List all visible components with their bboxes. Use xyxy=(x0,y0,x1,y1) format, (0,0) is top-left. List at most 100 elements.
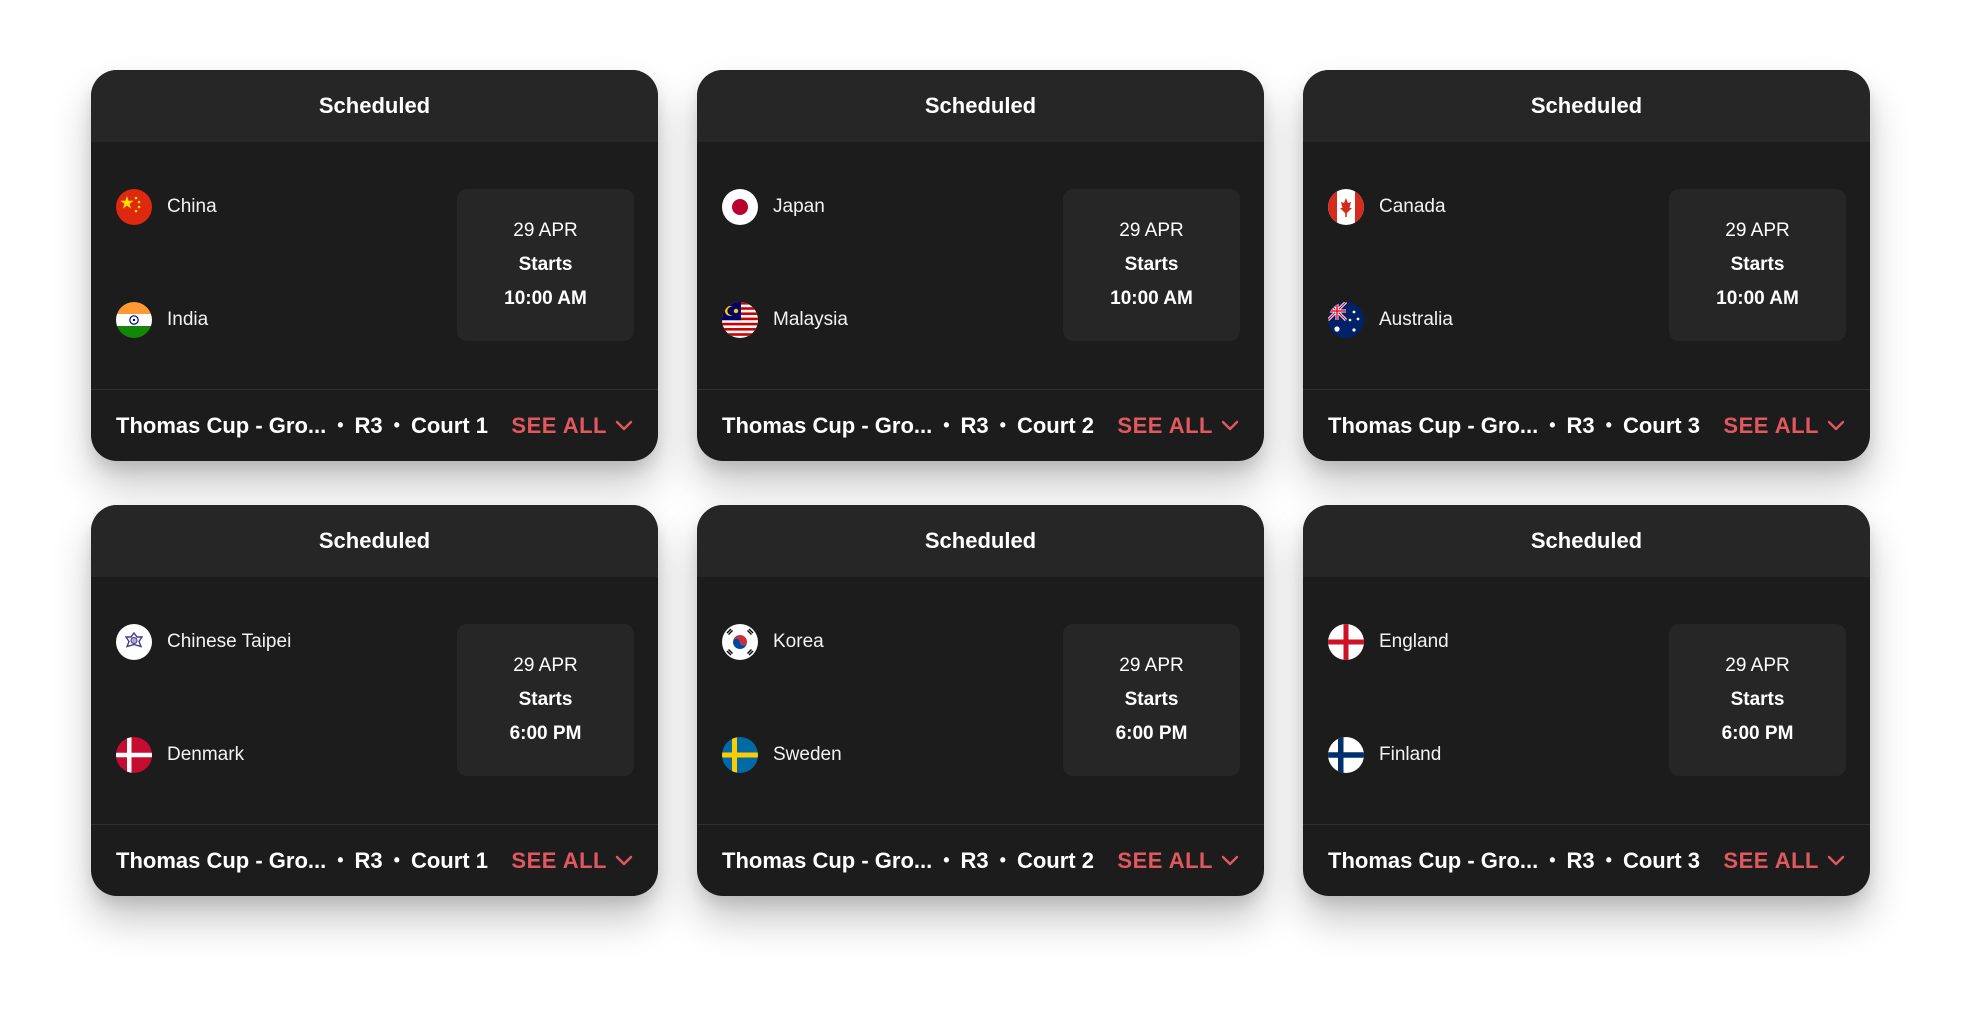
see-all-label: SEE ALL xyxy=(1117,847,1213,873)
canada-flag-icon xyxy=(1328,189,1364,225)
team-name: China xyxy=(167,196,217,217)
separator-dot: • xyxy=(393,415,400,435)
team-name: Canada xyxy=(1379,196,1446,217)
see-all-button[interactable]: SEE ALL xyxy=(1723,848,1845,874)
chevron-down-icon xyxy=(615,420,633,430)
starts-label: Starts xyxy=(1124,254,1179,275)
match-info: Thomas Cup - Gro... • R3 • Court 3 xyxy=(1328,848,1700,874)
team-row-away: Australia xyxy=(1328,302,1453,338)
event-name: Thomas Cup - Gro... xyxy=(722,412,933,438)
sweden-flag-icon xyxy=(722,737,758,773)
event-name: Thomas Cup - Gro... xyxy=(116,847,327,873)
match-time-box: 29 APR Starts 10:00 AM xyxy=(1063,189,1240,341)
see-all-button[interactable]: SEE ALL xyxy=(511,413,633,439)
starts-label: Starts xyxy=(1124,689,1179,710)
round-label: R3 xyxy=(1566,847,1595,873)
match-status: Scheduled xyxy=(697,505,1264,577)
match-card[interactable]: Scheduled Canada Australia 29 APR Starts… xyxy=(1303,70,1870,461)
team-row-away: Malaysia xyxy=(722,302,848,338)
starts-label: Starts xyxy=(1730,254,1785,275)
match-card-grid: Scheduled China India 29 APR Starts 10:0… xyxy=(91,70,1870,896)
match-date: 29 APR xyxy=(513,655,578,676)
court-label: Court 1 xyxy=(410,847,488,873)
match-info: Thomas Cup - Gro... • R3 • Court 2 xyxy=(722,413,1094,439)
match-date: 29 APR xyxy=(1119,655,1184,676)
separator-dot: • xyxy=(943,415,950,435)
team-row-home: Canada xyxy=(1328,189,1446,225)
event-name: Thomas Cup - Gro... xyxy=(722,847,933,873)
match-date: 29 APR xyxy=(1725,655,1790,676)
team-name: Sweden xyxy=(773,744,842,765)
see-all-button[interactable]: SEE ALL xyxy=(1117,413,1239,439)
india-flag-icon xyxy=(116,302,152,338)
team-name: Denmark xyxy=(167,744,245,765)
separator-dot: • xyxy=(1549,415,1556,435)
court-label: Court 2 xyxy=(1016,412,1094,438)
team-name: Korea xyxy=(773,631,824,652)
match-footer: Thomas Cup - Gro... • R3 • Court 1 SEE A… xyxy=(91,824,658,896)
team-row-away: Finland xyxy=(1328,737,1441,773)
team-name: Chinese Taipei xyxy=(167,631,292,652)
match-time: 6:00 PM xyxy=(1115,723,1188,744)
separator-dot: • xyxy=(337,850,344,870)
event-name: Thomas Cup - Gro... xyxy=(1328,412,1539,438)
court-label: Court 3 xyxy=(1622,412,1700,438)
separator-dot: • xyxy=(943,850,950,870)
separator-dot: • xyxy=(1549,850,1556,870)
separator-dot: • xyxy=(1605,415,1612,435)
round-label: R3 xyxy=(1566,412,1595,438)
team-row-home: England xyxy=(1328,624,1449,660)
separator-dot: • xyxy=(393,850,400,870)
match-time: 6:00 PM xyxy=(509,723,582,744)
team-name: Australia xyxy=(1379,309,1453,330)
see-all-button[interactable]: SEE ALL xyxy=(1723,413,1845,439)
match-info: Thomas Cup - Gro... • R3 • Court 1 xyxy=(116,848,488,874)
starts-label: Starts xyxy=(518,254,573,275)
round-label: R3 xyxy=(960,412,989,438)
chevron-down-icon xyxy=(1827,855,1845,865)
match-status: Scheduled xyxy=(1303,70,1870,142)
see-all-button[interactable]: SEE ALL xyxy=(511,848,633,874)
match-date: 29 APR xyxy=(1725,220,1790,241)
match-card[interactable]: Scheduled Japan Malaysia 29 APR Starts 1… xyxy=(697,70,1264,461)
team-name: Japan xyxy=(773,196,825,217)
australia-flag-icon xyxy=(1328,302,1364,338)
korea-flag-icon xyxy=(722,624,758,660)
event-name: Thomas Cup - Gro... xyxy=(1328,847,1539,873)
japan-flag-icon xyxy=(722,189,758,225)
court-label: Court 3 xyxy=(1622,847,1700,873)
chevron-down-icon xyxy=(1827,420,1845,430)
match-footer: Thomas Cup - Gro... • R3 • Court 1 SEE A… xyxy=(91,389,658,461)
team-row-home: Chinese Taipei xyxy=(116,624,291,660)
team-row-away: Denmark xyxy=(116,737,244,773)
match-time-box: 29 APR Starts 10:00 AM xyxy=(1669,189,1846,341)
round-label: R3 xyxy=(354,412,383,438)
see-all-label: SEE ALL xyxy=(1723,412,1819,438)
match-time: 10:00 AM xyxy=(1110,288,1193,309)
match-footer: Thomas Cup - Gro... • R3 • Court 3 SEE A… xyxy=(1303,824,1870,896)
england-flag-icon xyxy=(1328,624,1364,660)
see-all-label: SEE ALL xyxy=(1723,847,1819,873)
match-card[interactable]: Scheduled Chinese Taipei Denmark 29 APR … xyxy=(91,505,658,896)
chevron-down-icon xyxy=(615,855,633,865)
match-date: 29 APR xyxy=(513,220,578,241)
team-row-away: India xyxy=(116,302,208,338)
starts-label: Starts xyxy=(1730,689,1785,710)
match-time-box: 29 APR Starts 6:00 PM xyxy=(1063,624,1240,776)
team-name: Malaysia xyxy=(773,309,848,330)
chinese-taipei-flag-icon xyxy=(116,624,152,660)
match-info: Thomas Cup - Gro... • R3 • Court 3 xyxy=(1328,413,1700,439)
match-card[interactable]: Scheduled Korea Sweden 29 APR Starts 6:0… xyxy=(697,505,1264,896)
team-row-home: China xyxy=(116,189,217,225)
match-status: Scheduled xyxy=(91,70,658,142)
match-card[interactable]: Scheduled England Finland 29 APR Starts … xyxy=(1303,505,1870,896)
see-all-button[interactable]: SEE ALL xyxy=(1117,848,1239,874)
round-label: R3 xyxy=(354,847,383,873)
match-card[interactable]: Scheduled China India 29 APR Starts 10:0… xyxy=(91,70,658,461)
match-status: Scheduled xyxy=(1303,505,1870,577)
round-label: R3 xyxy=(960,847,989,873)
malaysia-flag-icon xyxy=(722,302,758,338)
match-footer: Thomas Cup - Gro... • R3 • Court 3 SEE A… xyxy=(1303,389,1870,461)
match-time: 6:00 PM xyxy=(1721,723,1794,744)
china-flag-icon xyxy=(116,189,152,225)
